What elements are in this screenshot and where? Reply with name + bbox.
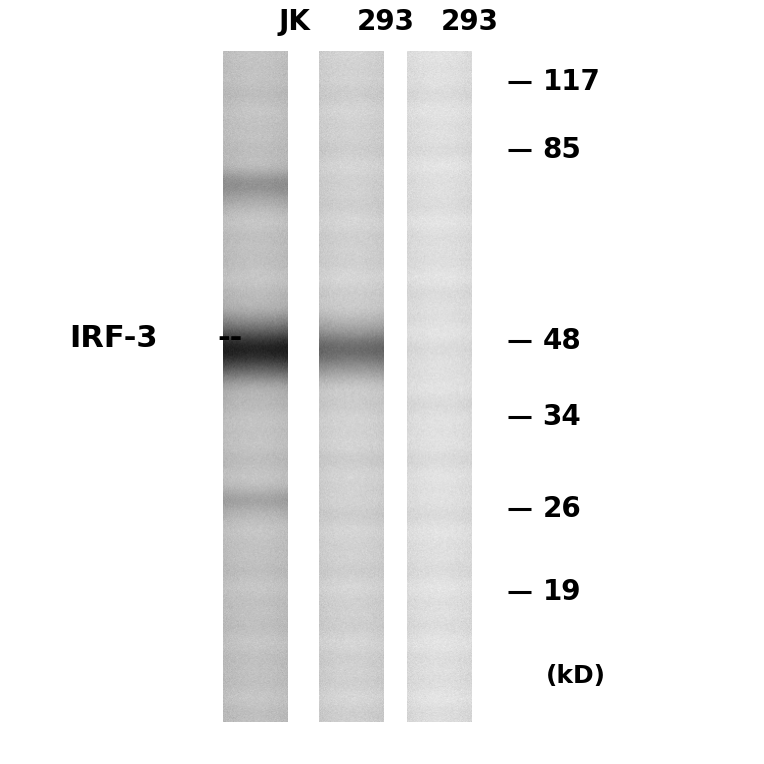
Text: --: -- [218,324,243,353]
Text: 293: 293 [357,8,415,36]
Text: 85: 85 [542,136,581,164]
Text: 48: 48 [542,327,581,354]
Text: IRF-3: IRF-3 [69,324,157,353]
Text: JK: JK [278,8,310,36]
Text: 117: 117 [542,67,601,96]
Text: (kD): (kD) [546,665,607,688]
Text: 19: 19 [542,578,581,607]
Text: 26: 26 [542,494,581,523]
Text: 34: 34 [542,403,581,431]
Text: 293: 293 [441,8,499,36]
